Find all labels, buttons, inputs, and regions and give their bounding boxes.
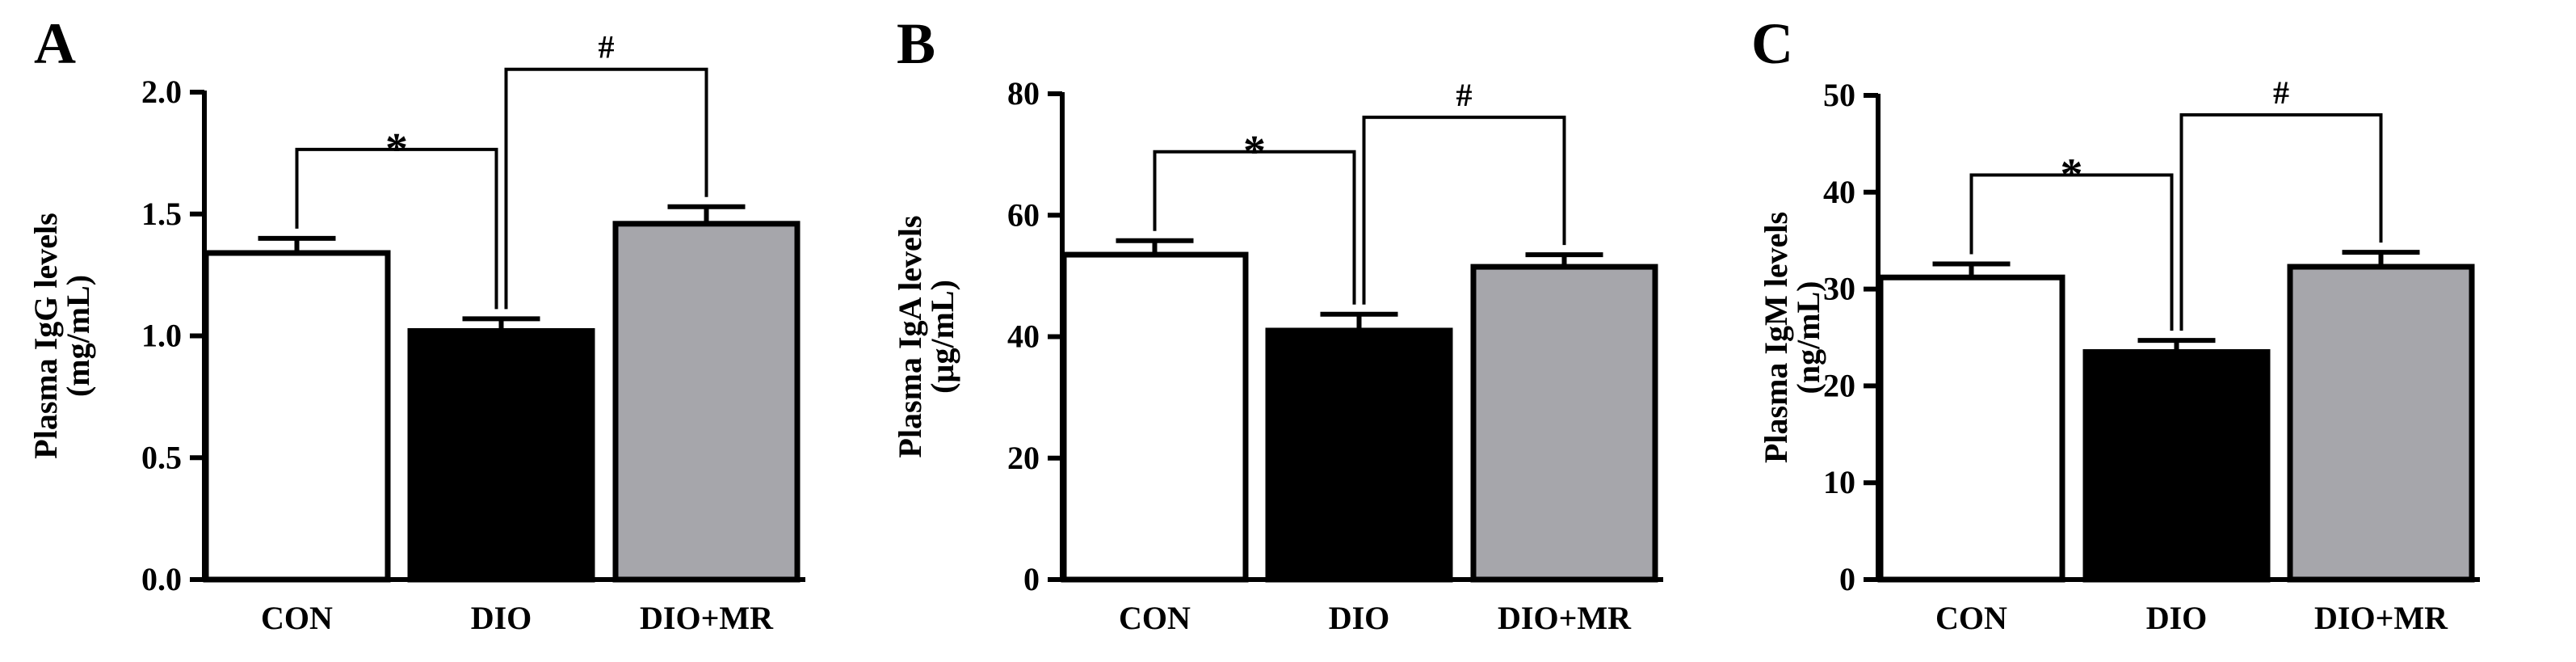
panel-letter: B: [897, 11, 935, 76]
y-tick-label: 0: [1839, 561, 1855, 597]
panel-letter: C: [1751, 11, 1793, 76]
y-axis-unit: (µg/mL): [924, 280, 960, 394]
y-tick-label: 1.5: [141, 196, 182, 232]
y-tick-label: 60: [1007, 196, 1040, 233]
y-tick-label: 0: [1023, 561, 1040, 597]
bar-dio-mr: [1470, 264, 1658, 583]
x-tick-label: CON: [261, 600, 333, 636]
significance-label: *: [385, 124, 408, 175]
y-tick-label: 20: [1823, 367, 1855, 403]
y-axis-label: Plasma IgM levels: [1758, 212, 1794, 463]
bar-dio: [407, 327, 595, 583]
significance-bracket: [1969, 173, 2174, 331]
bar-con: [203, 250, 391, 583]
significance-label: *: [2061, 150, 2083, 200]
y-axis-unit: (ng/mL): [1790, 281, 1826, 394]
y-tick-label: 1.0: [141, 318, 182, 354]
x-tick-label: DIO: [471, 600, 532, 636]
y-tick-label: 50: [1823, 77, 1855, 113]
bar-dio-mr: [2287, 264, 2475, 583]
significance-bracket: [295, 147, 498, 310]
y-tick-label: 40: [1823, 174, 1855, 210]
x-tick-label: DIO+MR: [1498, 600, 1632, 636]
y-axis-unit: (mg/mL): [60, 275, 96, 397]
x-tick-label: CON: [1935, 600, 2007, 636]
bar-con: [1877, 274, 2065, 583]
significance-bracket: [504, 67, 708, 310]
bar-dio: [2082, 348, 2271, 583]
significance-label: #: [1456, 77, 1473, 113]
x-tick-label: CON: [1119, 600, 1191, 636]
panel-letter: A: [34, 11, 76, 76]
x-tick-label: DIO+MR: [2314, 600, 2448, 636]
bar-dio-mr: [612, 221, 801, 583]
bar-dio: [1265, 327, 1453, 583]
panel-c: C Plasma IgM levels(ng/mL) CON DIO DIO+MR 0 10…: [1751, 11, 2480, 636]
y-tick-label: 0.5: [141, 439, 182, 475]
x-tick-label: DIO: [2146, 600, 2208, 636]
significance-bracket: [1362, 116, 1566, 305]
y-tick-label: 0.0: [141, 561, 182, 597]
bar-con: [1061, 251, 1249, 583]
y-tick-label: 2.0: [141, 74, 182, 110]
x-tick-label: DIO+MR: [640, 600, 774, 636]
significance-label: #: [599, 29, 615, 65]
y-tick-label: 20: [1007, 440, 1040, 476]
significance-bracket: [2179, 113, 2383, 331]
y-tick-label: 40: [1007, 318, 1040, 355]
y-axis-label: Plasma IgA levels: [892, 216, 928, 458]
significance-bracket: [1153, 150, 1356, 305]
y-tick-label: 30: [1823, 271, 1855, 307]
y-tick-label: 10: [1823, 464, 1855, 500]
y-axis-label: Plasma IgG levels: [27, 213, 64, 458]
x-tick-label: DIO: [1329, 600, 1390, 636]
panel-a: A Plasma IgG levels(mg/mL) CON DIO DIO+MR 0.0…: [27, 11, 805, 636]
significance-label: *: [1243, 127, 1266, 177]
significance-label: #: [2273, 74, 2289, 111]
y-tick-label: 80: [1007, 75, 1040, 112]
panel-b: B Plasma IgA levels(µg/mL) CON DIO DIO+MR 0 20…: [892, 11, 1663, 636]
